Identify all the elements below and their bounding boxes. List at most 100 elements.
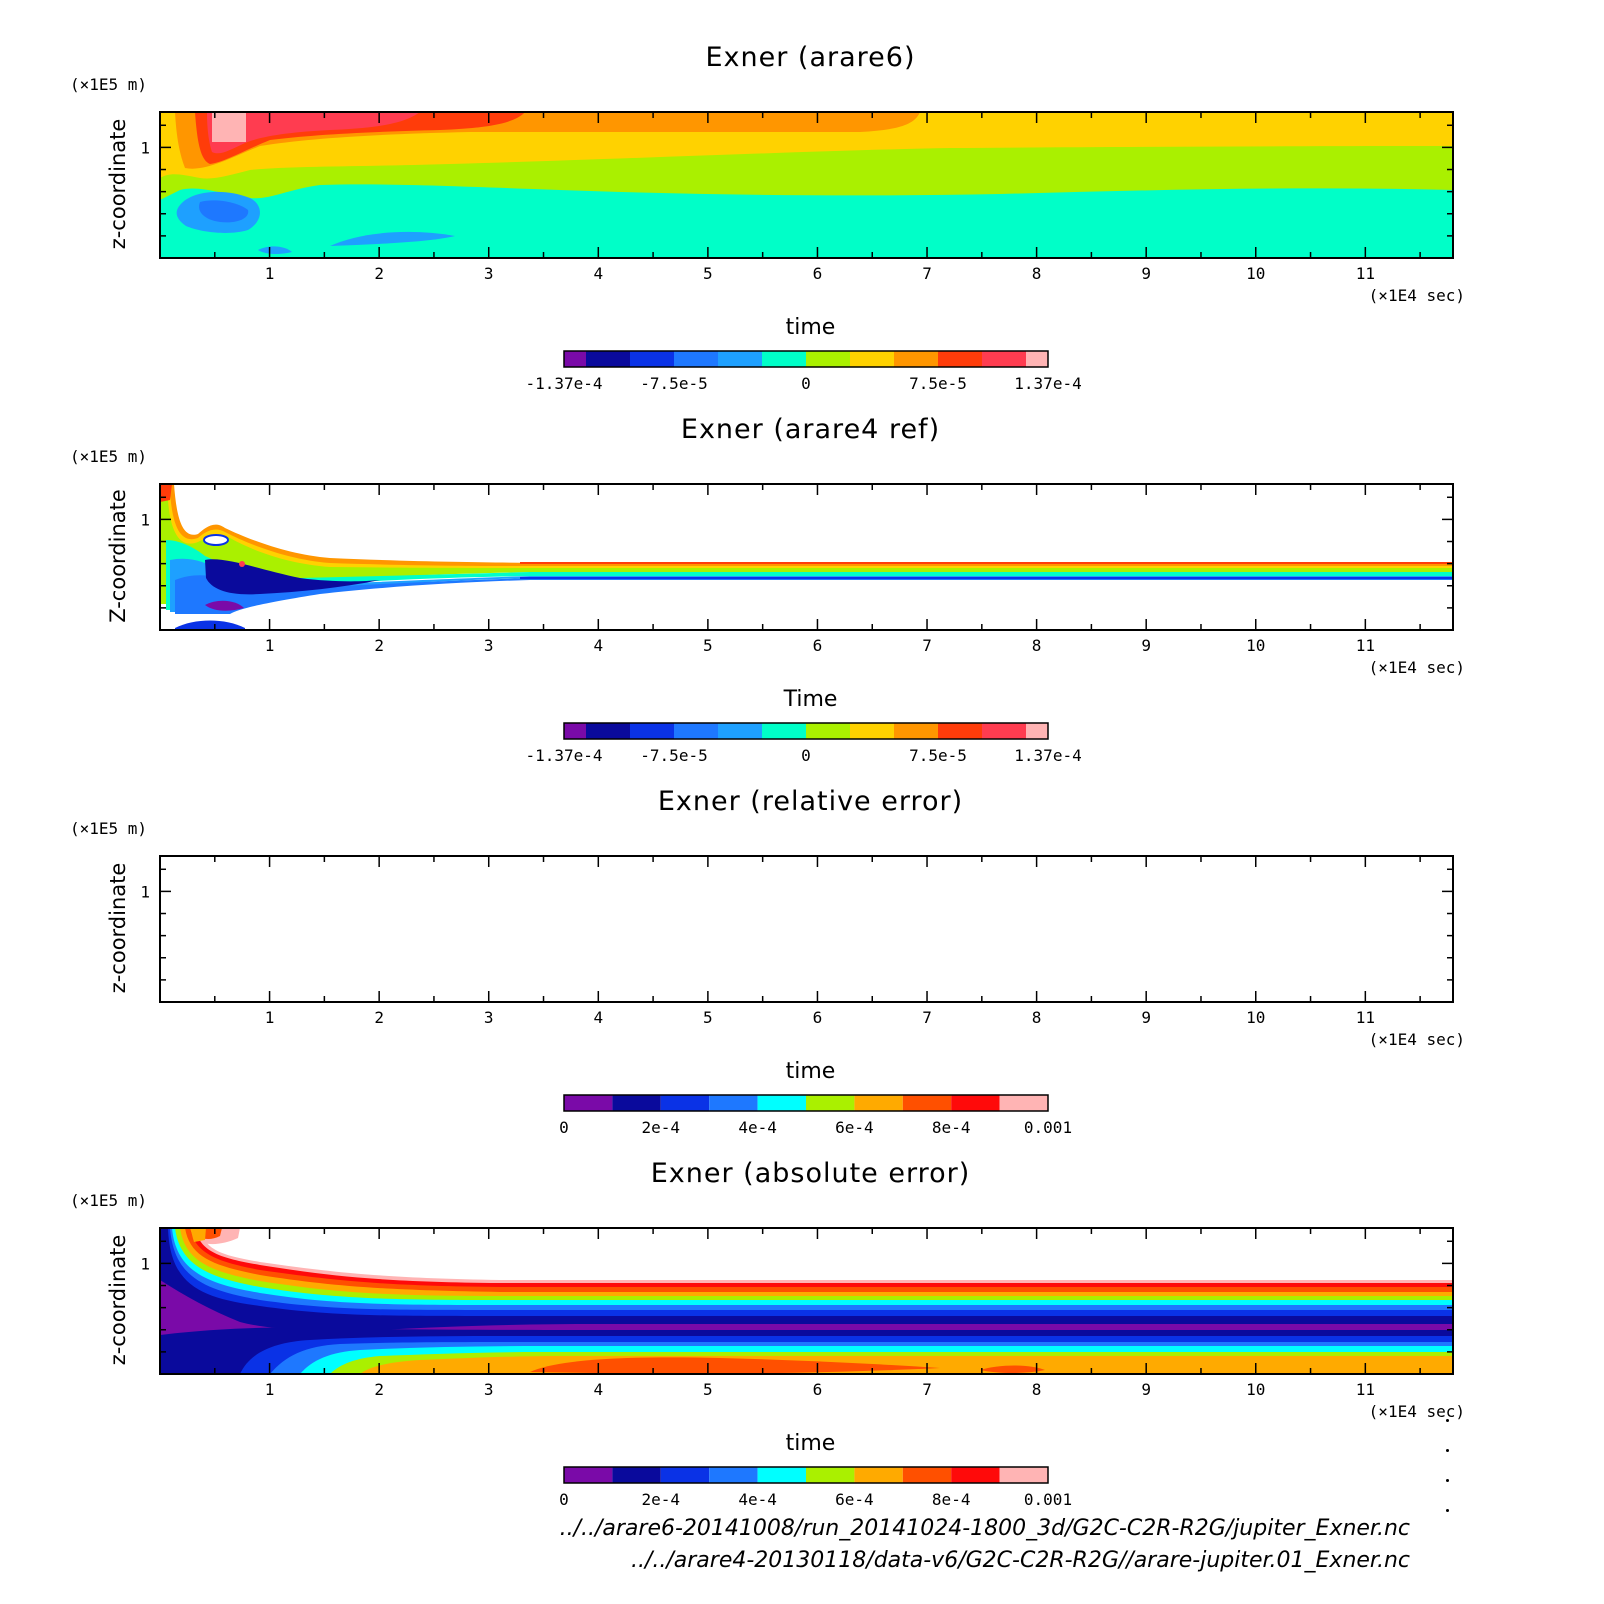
y-axis-unit: (×1E5 m) [70,75,147,94]
x-tick-label: 3 [484,1008,494,1027]
y-axis-label: z-coordinate [106,863,130,994]
colorbar-swatch [762,723,806,739]
x-tick-label: 1 [265,1380,275,1399]
x-tick-label: 2 [374,1008,384,1027]
colorbar-label: 6e-4 [835,1490,874,1509]
colorbar-frame [563,722,1049,740]
colorbar-swatch [951,1467,1000,1483]
colorbar-swatch [709,1467,758,1483]
decor-dot [1446,1509,1449,1512]
colorbar-swatch [902,1095,952,1111]
colorbar-swatch [612,1095,661,1111]
y-axis-label: Z-coordinate [106,489,130,623]
colorbar-swatch [854,1467,903,1483]
footer-path-2: ../../arare4-20130118/data-v6/G2C-C2R-R2… [630,1548,1410,1573]
colorbar-swatch [564,1467,613,1483]
colorbar-swatch [806,723,850,739]
colorbar-swatch [806,351,850,367]
x-tick-label: 9 [1141,636,1151,655]
plot-frame [159,1227,1454,1375]
colorbar-swatch [1026,351,1048,367]
x-tick-label: 8 [1032,1008,1042,1027]
colorbar-label: -1.37e-4 [525,374,602,393]
colorbar-label: 7.5e-5 [909,374,967,393]
y-axis-unit: (×1E5 m) [70,819,147,838]
x-tick-label: 11 [1356,636,1375,655]
x-axis-unit: (×1E4 sec) [1369,1402,1465,1421]
colorbar-swatch [660,1467,710,1483]
x-tick-label: 6 [813,1380,823,1399]
y-tick-label: 1 [140,138,150,157]
x-tick-label: 10 [1246,1380,1265,1399]
colorbar-label: 7.5e-5 [909,746,967,765]
colorbar-label: 8e-4 [932,1490,971,1509]
colorbar-label: 0 [559,1118,569,1137]
colorbar-label: -7.5e-5 [640,374,707,393]
x-tick-label: 4 [593,264,603,283]
colorbar-swatch [806,1467,855,1483]
x-tick-label: 9 [1141,1380,1151,1399]
colorbar-swatch [718,351,762,367]
colorbar-swatch [612,1467,661,1483]
x-tick-label: 6 [813,1008,823,1027]
x-tick-label: 6 [813,264,823,283]
colorbar-frame [563,1094,1049,1112]
x-tick-label: 4 [593,1008,603,1027]
x-tick-label: 9 [1141,264,1151,283]
colorbar-swatch [850,723,894,739]
x-tick-label: 4 [593,1380,603,1399]
x-tick-label: 3 [484,636,494,655]
y-axis-unit: (×1E5 m) [70,1191,147,1210]
y-axis-label: z-coordinate [106,1235,130,1366]
x-tick-label: 10 [1246,264,1265,283]
colorbar-swatch [854,1095,903,1111]
colorbar-label: 0 [801,374,811,393]
x-tick-label: 5 [703,264,713,283]
plot-frame [159,855,1454,1003]
x-tick-label: 11 [1356,1380,1375,1399]
x-tick-label: 1 [265,264,275,283]
colorbar-frame [563,350,1049,368]
x-tick-label: 11 [1356,264,1375,283]
x-tick-label: 5 [703,1380,713,1399]
colorbar-swatch [757,1095,806,1111]
colorbar-label: 6e-4 [835,1118,874,1137]
y-axis-unit: (×1E5 m) [70,447,147,466]
colorbar-swatch [1026,723,1048,739]
y-tick-label: 1 [140,882,150,901]
panel-title: Exner (arare4 ref) [681,414,940,445]
x-tick-label: 3 [484,1380,494,1399]
colorbar-swatch [564,723,586,739]
x-tick-label: 7 [922,636,932,655]
colorbar-swatch [938,351,982,367]
colorbar-label: 4e-4 [738,1118,777,1137]
x-axis-label: Time [783,687,838,712]
colorbar-swatch [894,723,938,739]
x-tick-label: 8 [1032,264,1042,283]
colorbar-swatch [999,1467,1048,1483]
plot-frame [159,111,1454,259]
colorbar-swatch [586,723,630,739]
decor-dot [1446,1449,1449,1452]
x-axis-unit: (×1E4 sec) [1369,286,1465,305]
colorbar-label: -1.37e-4 [525,746,602,765]
y-tick-label: 1 [140,510,150,529]
colorbar-label: 2e-4 [642,1118,681,1137]
colorbar-swatch [894,351,938,367]
colorbar-label: 2e-4 [642,1490,681,1509]
colorbar-label: 4e-4 [738,1490,777,1509]
x-tick-label: 11 [1356,1008,1375,1027]
x-tick-label: 6 [813,636,823,655]
colorbar-swatch [902,1467,952,1483]
colorbar-label: 0.001 [1024,1490,1072,1509]
panel-title: Exner (absolute error) [651,1158,971,1189]
colorbar-label: 0 [559,1490,569,1509]
x-tick-label: 10 [1246,636,1265,655]
colorbar-swatch [564,351,586,367]
x-tick-label: 2 [374,1380,384,1399]
y-axis-label: z-coordinate [106,119,130,250]
decor-dot [1446,1419,1449,1422]
colorbar-swatch [982,723,1026,739]
x-tick-label: 4 [593,636,603,655]
panel-4-field [160,1228,1453,1374]
